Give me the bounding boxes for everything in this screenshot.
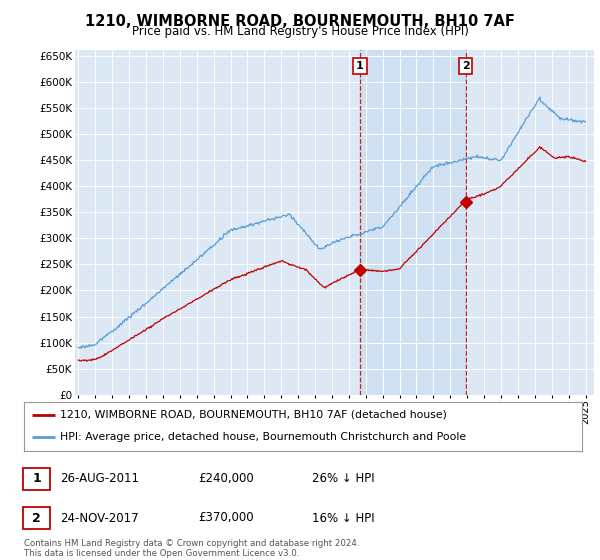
Text: £370,000: £370,000 xyxy=(198,511,254,525)
Text: 26% ↓ HPI: 26% ↓ HPI xyxy=(312,472,374,486)
Text: 2: 2 xyxy=(461,61,469,71)
Text: 1: 1 xyxy=(356,61,364,71)
Text: £240,000: £240,000 xyxy=(198,472,254,486)
Text: 26-AUG-2011: 26-AUG-2011 xyxy=(60,472,139,486)
Text: 24-NOV-2017: 24-NOV-2017 xyxy=(60,511,139,525)
Bar xyxy=(360,50,466,395)
Text: 1: 1 xyxy=(32,472,41,486)
Text: Contains HM Land Registry data © Crown copyright and database right 2024.: Contains HM Land Registry data © Crown c… xyxy=(24,539,359,548)
Text: HPI: Average price, detached house, Bournemouth Christchurch and Poole: HPI: Average price, detached house, Bour… xyxy=(60,432,466,442)
Text: 1210, WIMBORNE ROAD, BOURNEMOUTH, BH10 7AF: 1210, WIMBORNE ROAD, BOURNEMOUTH, BH10 7… xyxy=(85,14,515,29)
Text: 16% ↓ HPI: 16% ↓ HPI xyxy=(312,511,374,525)
Text: 1210, WIMBORNE ROAD, BOURNEMOUTH, BH10 7AF (detached house): 1210, WIMBORNE ROAD, BOURNEMOUTH, BH10 7… xyxy=(60,410,447,420)
Text: 2: 2 xyxy=(32,511,41,525)
Text: Price paid vs. HM Land Registry's House Price Index (HPI): Price paid vs. HM Land Registry's House … xyxy=(131,25,469,38)
Text: This data is licensed under the Open Government Licence v3.0.: This data is licensed under the Open Gov… xyxy=(24,549,299,558)
